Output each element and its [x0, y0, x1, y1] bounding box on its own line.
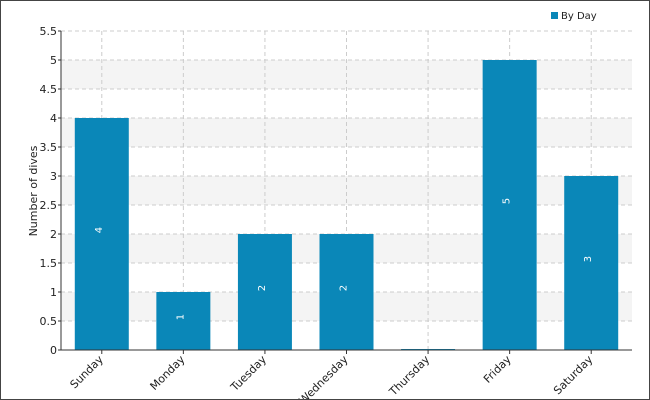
x-tick-label: Tuesday: [227, 353, 269, 395]
bar: [482, 60, 537, 350]
x-tick-label: Thursday: [386, 353, 432, 399]
y-tick-label: 2: [50, 228, 57, 241]
legend-label: By Day: [561, 11, 597, 22]
x-tick-label: Saturday: [551, 353, 596, 398]
bar: [156, 292, 211, 350]
bar: [74, 118, 129, 350]
y-tick-label: 1: [50, 286, 57, 299]
data-label: 2: [339, 285, 350, 291]
y-tick-label: 4: [50, 112, 57, 125]
y-tick-label: 3.5: [40, 141, 58, 154]
y-tick-label: 5: [50, 54, 57, 67]
data-label: 1: [175, 314, 186, 320]
x-tick-label: Monday: [148, 353, 188, 393]
y-tick-label: 0.5: [40, 315, 58, 328]
y-tick-label: 0: [50, 344, 57, 357]
data-label: 5: [502, 198, 513, 204]
bar: [564, 176, 619, 350]
y-axis-label: Number of dives: [27, 145, 40, 236]
y-tick-label: 2.5: [40, 199, 58, 212]
x-tick-label: Friday: [481, 353, 514, 386]
data-label: 4: [94, 227, 105, 233]
y-tick-label: 4.5: [40, 83, 58, 96]
legend-swatch: [551, 12, 558, 19]
bar: [237, 234, 292, 350]
x-tick-label: Sunday: [68, 353, 107, 392]
data-label: 2: [257, 285, 268, 291]
data-label: 3: [583, 256, 594, 262]
x-tick-label: Wednesday: [296, 353, 351, 399]
y-tick-label: 3: [50, 170, 57, 183]
y-tick-label: 1.5: [40, 257, 58, 270]
bar: [319, 234, 374, 350]
y-tick-label: 5.5: [40, 25, 58, 38]
